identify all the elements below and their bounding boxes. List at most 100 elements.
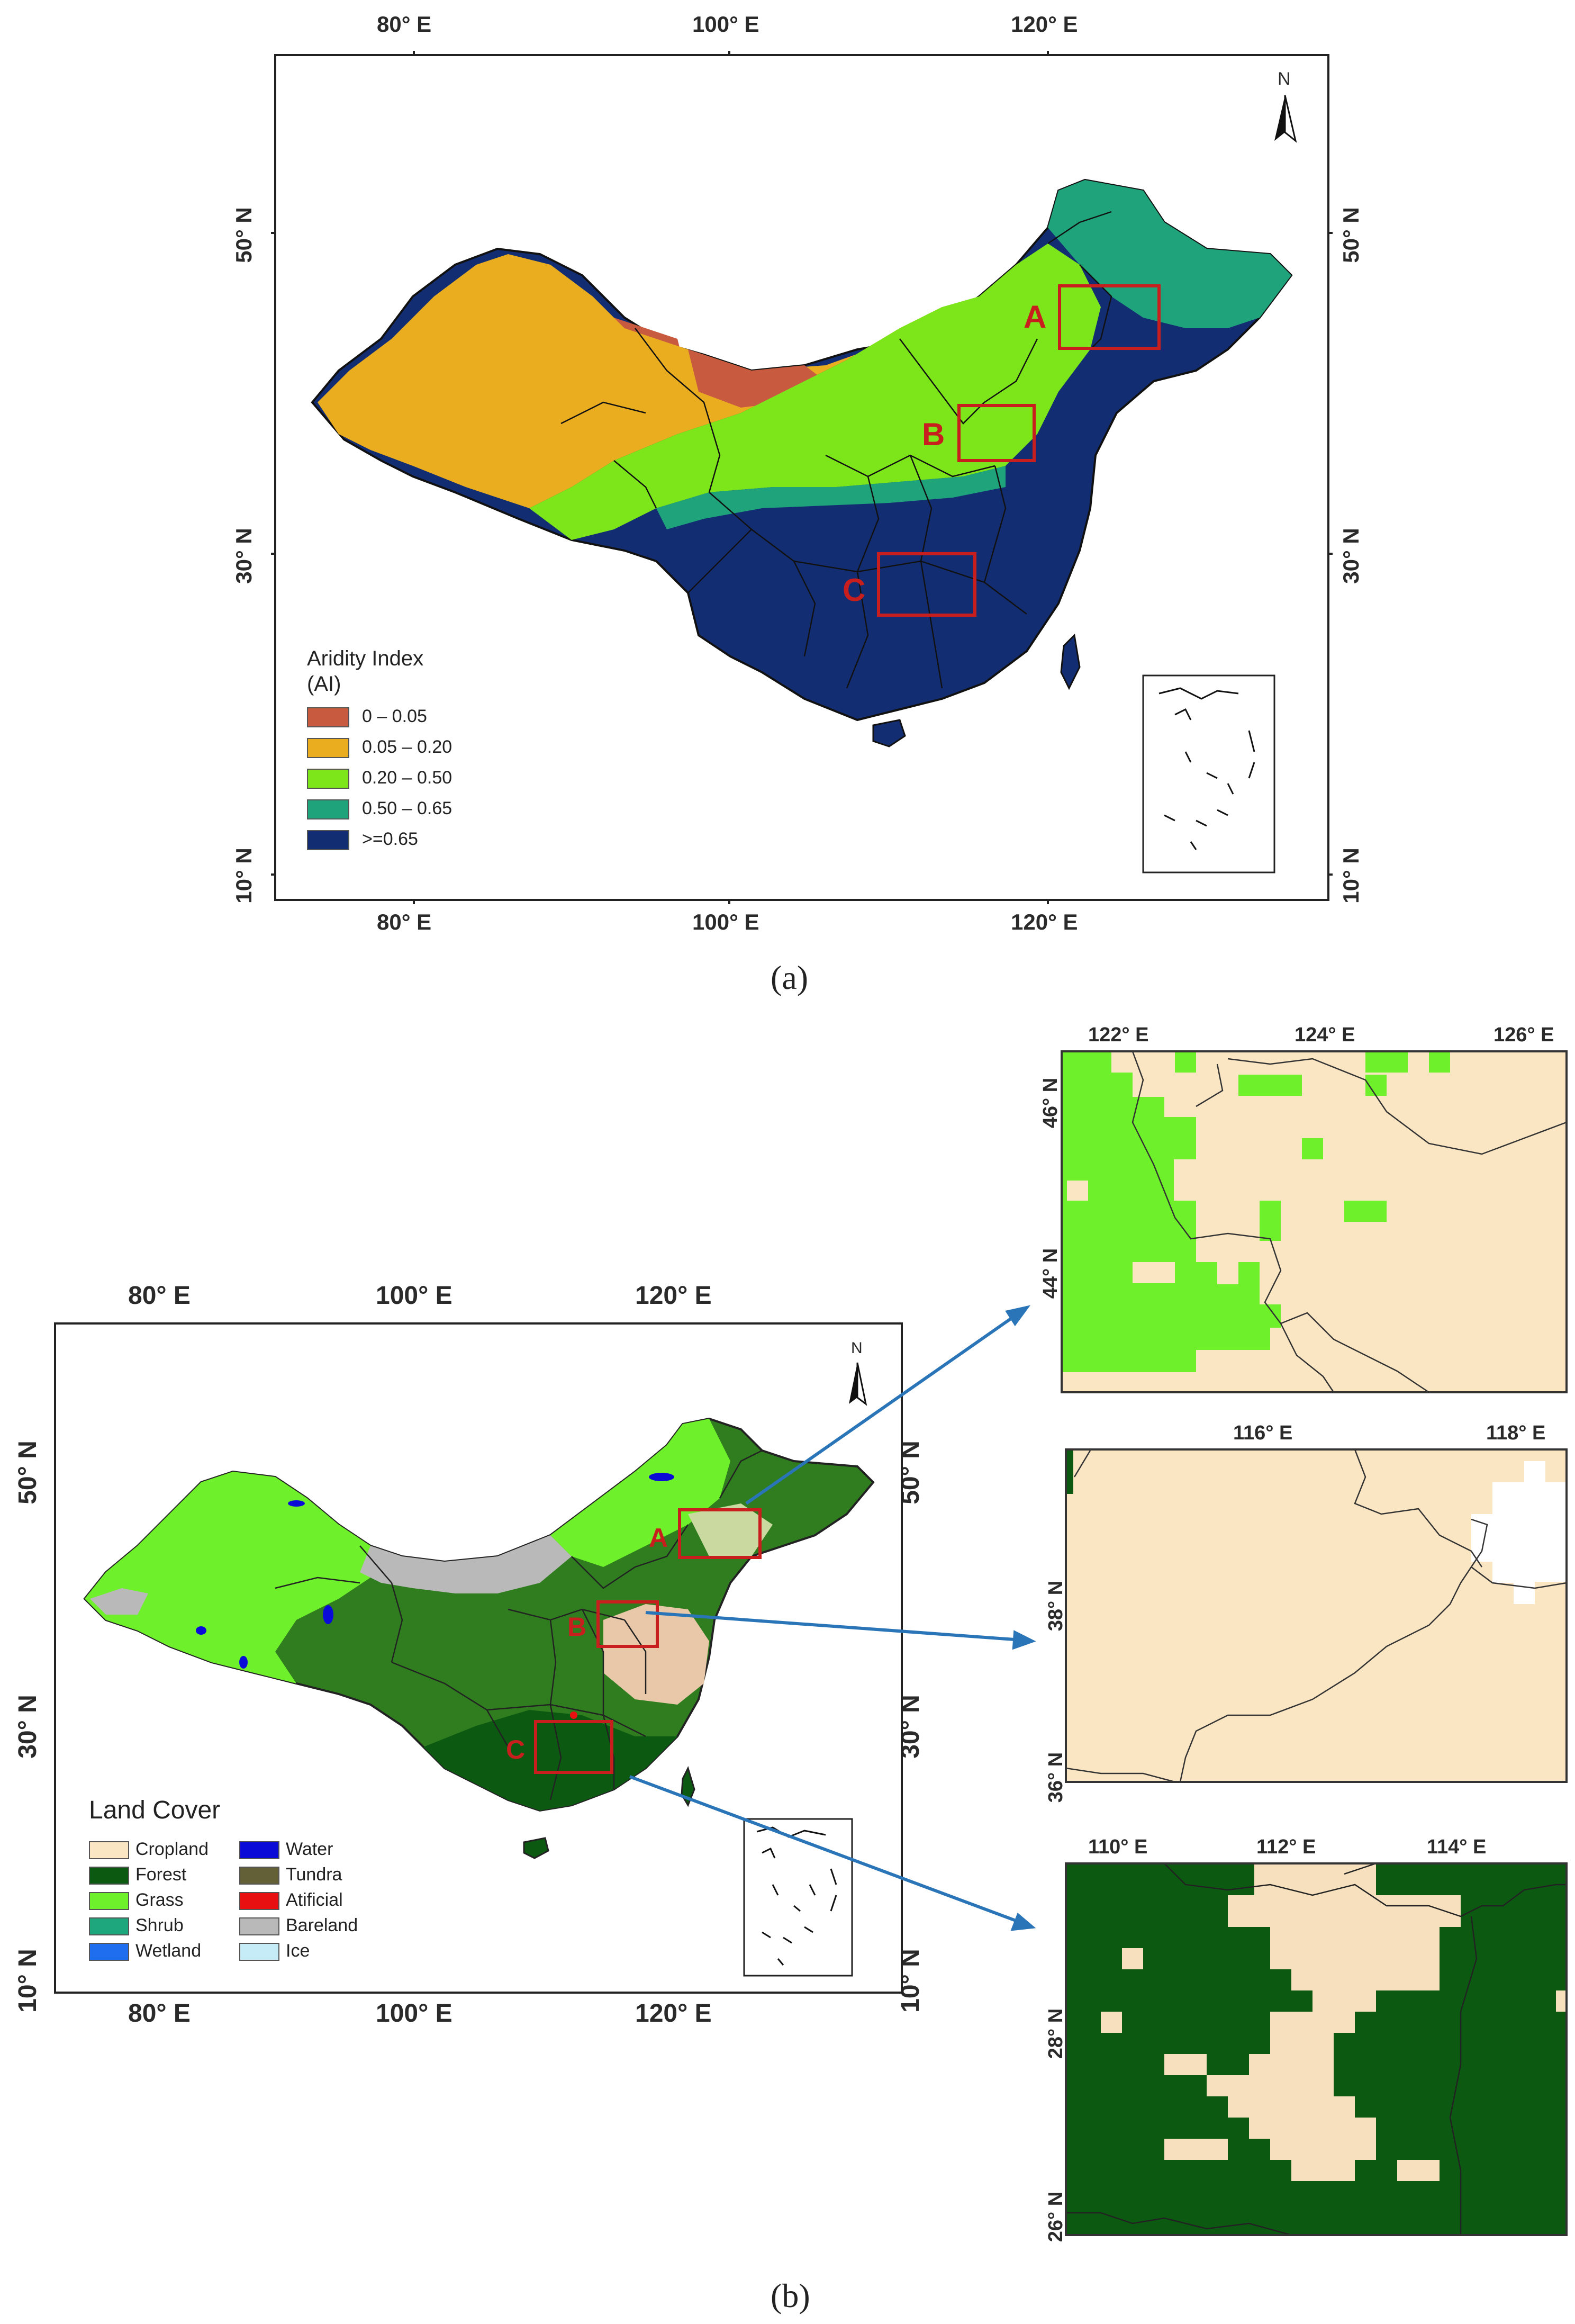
a-hainan <box>872 719 906 747</box>
a-zone-subhumid-band <box>656 466 1006 529</box>
b-legend-swatch-grass <box>89 1892 129 1911</box>
b-region-box-b <box>596 1600 659 1648</box>
b-zone-cropland <box>603 1604 709 1705</box>
a-legend-label-4: >=0.65 <box>362 829 418 849</box>
zoom-b-sea <box>1471 1461 1567 1604</box>
b-legend-label-bareland: Bareland <box>286 1915 358 1935</box>
a-legend-label-2: 0.20 – 0.50 <box>362 768 452 788</box>
b-bottom-tick-100: 100° E <box>376 1999 452 2028</box>
b-region-label-a: A <box>649 1523 668 1553</box>
a-legend-swatch-0 <box>307 707 349 728</box>
b-region-label-c: C <box>506 1735 526 1764</box>
zoom-b-top-tick-118: 118° E <box>1486 1422 1546 1444</box>
b-hainan <box>523 1837 549 1859</box>
b-legend-col1-0: Cropland <box>89 1839 209 1860</box>
b-legend-col2-3: Bareland <box>239 1915 358 1936</box>
a-region-label-a: A <box>1024 299 1047 335</box>
a-inset-frame <box>1142 674 1275 873</box>
zoom-c-top-tick-112: 112° E <box>1256 1836 1316 1858</box>
a-legend-title-2: (AI) <box>307 672 341 696</box>
a-legend-swatch-3 <box>307 799 349 820</box>
a-legend-label-1: 0.05 – 0.20 <box>362 737 452 757</box>
a-top-tick-120: 120° E <box>1011 12 1078 37</box>
a-region-box-a <box>1058 284 1161 350</box>
b-legend-col1-2: Grass <box>89 1890 184 1911</box>
b-water-bodies <box>196 1473 674 1669</box>
zoom-c-borders <box>1066 1862 1567 2236</box>
b-legend-col2-1: Tundra <box>239 1864 342 1885</box>
zoom-c-left-tick-26: 26° N <box>1045 2191 1067 2242</box>
b-region-box-c <box>534 1720 613 1774</box>
b-legend-col1-4: Wetland <box>89 1941 201 1961</box>
a-legend-swatch-4 <box>307 830 349 851</box>
panel-a-label: (a) <box>771 959 809 996</box>
panel-b-label: (b) <box>771 2277 810 2314</box>
b-legend-label-shrub: Shrub <box>135 1915 184 1935</box>
zoom-b-map <box>1065 1448 1568 1783</box>
a-inset-islands <box>1158 687 1255 850</box>
zoom-a-top-tick-122: 122° E <box>1088 1024 1149 1046</box>
aridity-map <box>271 51 1333 904</box>
b-north-label: N <box>851 1339 863 1357</box>
b-legend-swatch-cropland <box>89 1841 129 1860</box>
b-legend-swatch-wetland <box>89 1943 129 1961</box>
a-top-tick-100: 100° E <box>692 12 759 37</box>
a-bottom-tick-120: 120° E <box>1011 909 1078 934</box>
zoom-b-borders <box>1065 1449 1567 1783</box>
zoom-a-borders <box>1132 1051 1567 1393</box>
a-legend-label-3: 0.50 – 0.65 <box>362 798 452 818</box>
arrow-head-a <box>1005 1305 1031 1327</box>
a-tick-marks <box>271 51 1333 904</box>
a-legend-swatch-2 <box>307 769 349 789</box>
a-north-label: N <box>1278 69 1291 89</box>
a-legend-swatch-1 <box>307 738 349 759</box>
b-north-arrow-icon <box>849 1362 867 1406</box>
b-legend-label-artificial: Atificial <box>286 1890 343 1910</box>
b-legend-label-water: Water <box>286 1839 333 1859</box>
b-legend-swatch-artificial <box>239 1892 279 1911</box>
a-legend-item-1: 0.05 – 0.20 <box>307 737 452 759</box>
b-legend-label-wetland: Wetland <box>135 1941 202 1961</box>
b-legend-col2-0: Water <box>239 1839 333 1860</box>
b-top-tick-120: 120° E <box>635 1282 712 1310</box>
zoom-c-top-tick-114: 114° E <box>1427 1836 1487 1858</box>
b-legend-label-cropland: Cropland <box>135 1839 209 1859</box>
a-legend-label-0: 0 – 0.05 <box>362 706 427 726</box>
a-region-label-c: C <box>843 572 866 608</box>
zoom-a-map <box>1061 1050 1568 1393</box>
a-taiwan <box>1060 633 1081 690</box>
b-legend-swatch-water <box>239 1841 279 1860</box>
arrow-head-b <box>1012 1630 1036 1650</box>
a-top-tick-80: 80° E <box>377 12 432 37</box>
b-legend-swatch-bareland <box>239 1917 279 1936</box>
b-legend-col2-4: Ice <box>239 1941 310 1961</box>
zoom-c-map <box>1065 1862 1568 2236</box>
b-legend-label-tundra: Tundra <box>286 1864 342 1885</box>
zoom-c-top-tick-110: 110° E <box>1088 1836 1148 1858</box>
b-region-box-a <box>678 1508 762 1559</box>
arrow-head-c <box>1010 1912 1036 1931</box>
b-legend-swatch-tundra <box>239 1867 279 1885</box>
b-legend-swatch-ice <box>239 1943 279 1961</box>
b-legend-label-forest: Forest <box>135 1864 187 1885</box>
b-legend-title: Land Cover <box>89 1796 221 1824</box>
a-province-borders <box>560 211 1112 689</box>
b-bottom-tick-120: 120° E <box>635 1999 712 2028</box>
b-legend-label-ice: Ice <box>286 1941 310 1961</box>
b-zone-grass-west <box>85 1472 370 1683</box>
zoom-a-grass <box>1062 1051 1281 1372</box>
a-legend-item-0: 0 – 0.05 <box>307 706 427 728</box>
zoom-a-top-tick-124: 124° E <box>1295 1024 1355 1046</box>
a-region-box-b <box>957 404 1036 462</box>
b-bottom-tick-80: 80° E <box>128 1999 191 2028</box>
a-legend-item-2: 0.20 – 0.50 <box>307 768 452 789</box>
zoom-a-left-tick-46: 46° N <box>1039 1077 1062 1129</box>
b-legend-label-grass: Grass <box>135 1890 184 1910</box>
zoom-a-left-tick-44: 44° N <box>1039 1248 1062 1299</box>
zoom-b-top-tick-116: 116° E <box>1233 1422 1293 1444</box>
b-zone-grass-north <box>550 1419 730 1567</box>
a-bottom-tick-100: 100° E <box>692 909 759 934</box>
a-zone-semiarid <box>529 244 1101 540</box>
b-arrows <box>629 1305 1036 1931</box>
